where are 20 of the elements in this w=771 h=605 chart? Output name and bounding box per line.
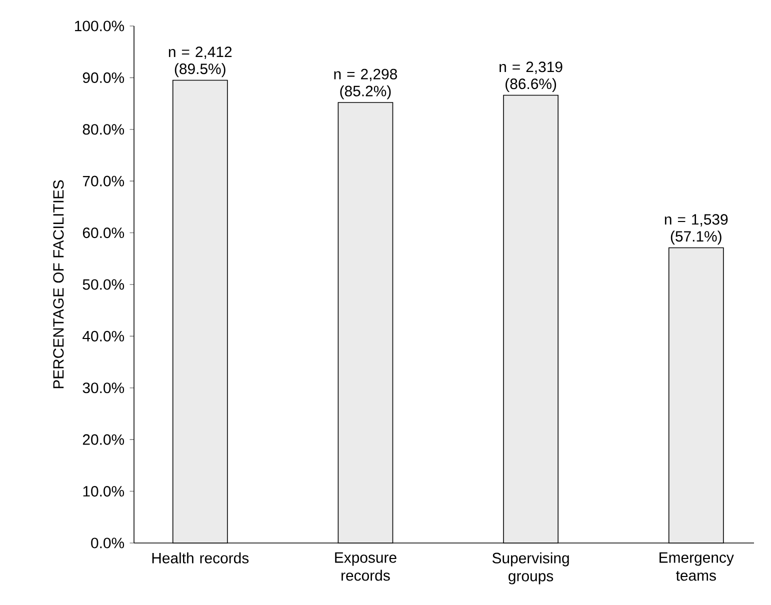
data-label: n = 2,319 (86.6%) xyxy=(500,62,562,92)
data-label: n = 2,412 (89.5%) xyxy=(168,46,232,78)
x-tick-label: Health records xyxy=(152,552,249,564)
x-tick-label: Supervising groups xyxy=(492,552,569,584)
y-tick-label: 10.0% xyxy=(83,486,124,497)
y-tick-label: 40.0% xyxy=(82,330,124,342)
x-tick-label: Exposure records xyxy=(335,552,396,581)
y-tick-label: 100.0% xyxy=(75,20,124,32)
y-axis-title: PERCENTAGE OF FACILITIES xyxy=(53,180,64,388)
x-tick-label: Emergency teams xyxy=(660,552,734,581)
y-tick-label: 50.0% xyxy=(82,279,124,290)
y-tick-label: 80.0% xyxy=(82,124,124,135)
y-tick-label: 30.0% xyxy=(82,382,124,394)
y-tick-label: 70.0% xyxy=(82,176,124,186)
y-tick-label: 0.0% xyxy=(91,538,124,548)
y-tick-label: 90.0% xyxy=(82,72,124,83)
data-label: n = 2,298 (85.2%) xyxy=(334,68,398,100)
y-tick-label: 20.0% xyxy=(82,434,124,445)
data-label: n = 1,539 (57.1%) xyxy=(664,214,728,245)
y-tick-label: 60.0% xyxy=(82,227,124,238)
